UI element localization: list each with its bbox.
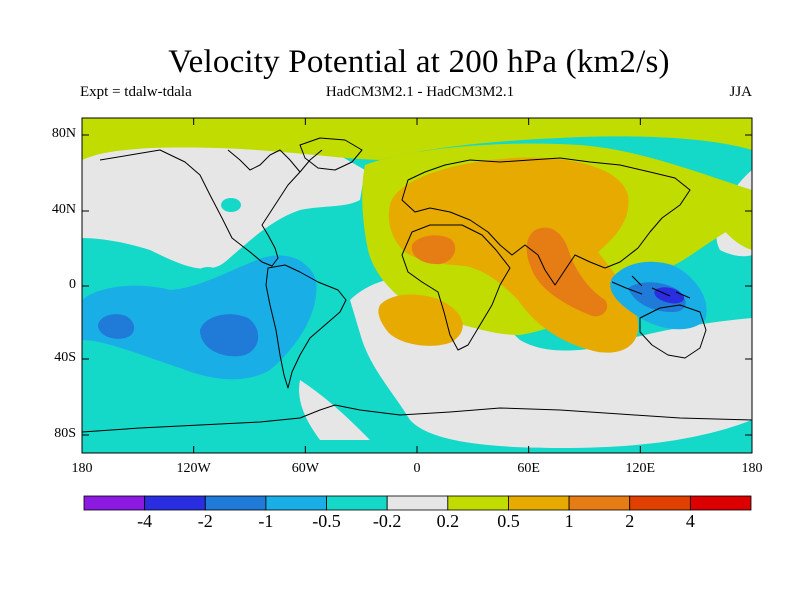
coastline-eurasia (401, 157, 691, 286)
small-cell-atlantic (221, 198, 241, 212)
colorbar-label: -1 (258, 511, 274, 531)
colorbar-segment (447, 495, 509, 511)
coastline-greenland (299, 137, 363, 171)
x-tick-label: 60W (291, 461, 319, 476)
colorbar-label: -2 (197, 511, 213, 531)
x-tick-label: 120W (176, 461, 211, 476)
colorbar-label: -4 (137, 511, 153, 531)
x-tick-label: 0 (413, 461, 421, 476)
coastline-australia (639, 304, 707, 359)
coastlines (82, 137, 752, 433)
x-tick-label: 180 (71, 461, 93, 476)
y-tick-label: 0 (69, 277, 76, 292)
map-title: Velocity Potential at 200 hPa (km2/s) (168, 44, 670, 80)
colorbar (83, 495, 752, 511)
colorbar-label: 0.2 (436, 511, 460, 531)
x-tick-label: 60E (517, 461, 540, 476)
coastline-antarctica (82, 404, 752, 433)
light-positive-arctic (82, 118, 752, 160)
colorbar-segment (508, 495, 570, 511)
model-label: HadCM3M2.1 - HadCM3M2.1 (325, 84, 515, 100)
y-tick-label: 80N (51, 126, 76, 141)
strong-positive-sahara (411, 235, 456, 265)
colorbar-label: 2 (625, 511, 635, 531)
colorbar-segment (568, 495, 631, 511)
neutral-region-southwest (299, 380, 370, 440)
small-cell-mexico (270, 271, 286, 281)
season-label: JJA (729, 84, 752, 100)
light-positive-north-pacific (705, 180, 752, 250)
colorbar-segment (326, 495, 388, 511)
colorbar-segment (265, 495, 327, 511)
positive-region-south-atlantic (378, 294, 463, 346)
colorbar-label: 1 (564, 511, 574, 531)
colorbar-segment (204, 495, 267, 511)
axis-ticks (81, 118, 753, 453)
colorbar-label: 4 (685, 511, 695, 531)
x-tick-label: 180 (741, 461, 763, 476)
small-cell-caribbean (197, 267, 219, 279)
colorbar-segment (144, 495, 206, 511)
coastline-indonesia (611, 275, 691, 299)
y-tick-label: 40N (51, 202, 76, 217)
light-negative-pacific (82, 255, 317, 380)
coastline-south-america (265, 264, 347, 389)
colorbar-segment (386, 495, 449, 511)
negative-region-central-pacific (98, 314, 135, 339)
colorbar-label: 0.5 (497, 511, 520, 531)
negative-region-east-pacific (200, 314, 259, 357)
colorbar-segment (83, 495, 146, 511)
contour-field (82, 118, 752, 453)
y-tick-label: 40S (54, 350, 76, 365)
colorbar-label: -0.5 (312, 511, 341, 531)
experiment-label: Expt = tdalw-tdala (80, 84, 192, 100)
colorbar-segment (689, 495, 752, 511)
x-tick-label: 120E (625, 461, 656, 476)
coastline-north-america (99, 149, 323, 267)
colorbar-label: -0.2 (372, 511, 402, 531)
strong-positive-india (526, 227, 608, 317)
coastline-africa (401, 224, 511, 351)
y-tick-label: 80S (54, 426, 76, 441)
colorbar-segment (629, 495, 691, 511)
